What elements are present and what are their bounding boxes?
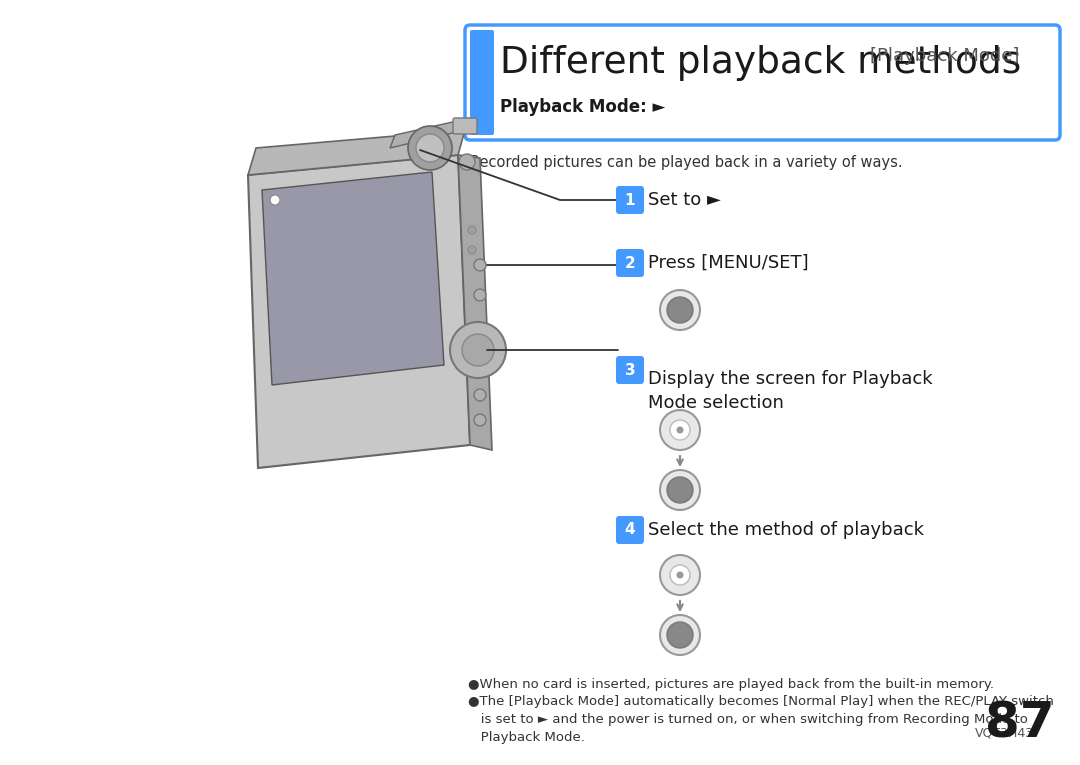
Circle shape <box>676 571 684 578</box>
Circle shape <box>474 414 486 426</box>
Text: Recorded pictures can be played back in a variety of ways.: Recorded pictures can be played back in … <box>470 155 903 170</box>
FancyBboxPatch shape <box>453 118 477 134</box>
FancyBboxPatch shape <box>616 356 644 384</box>
Circle shape <box>459 154 475 170</box>
Circle shape <box>462 334 494 366</box>
Text: Display the screen for Playback
Mode selection: Display the screen for Playback Mode sel… <box>648 370 933 412</box>
Polygon shape <box>262 172 444 385</box>
Circle shape <box>660 555 700 595</box>
Circle shape <box>416 134 444 162</box>
Circle shape <box>408 126 453 170</box>
Circle shape <box>270 195 280 205</box>
Polygon shape <box>248 155 470 468</box>
FancyBboxPatch shape <box>465 25 1059 140</box>
Text: Press [MENU/SET]: Press [MENU/SET] <box>648 254 809 272</box>
Text: 1: 1 <box>624 193 635 207</box>
Circle shape <box>468 246 476 254</box>
Text: Playback Mode: ►: Playback Mode: ► <box>500 98 665 116</box>
Polygon shape <box>248 130 465 175</box>
Circle shape <box>670 565 690 585</box>
Circle shape <box>670 420 690 440</box>
Polygon shape <box>390 118 470 148</box>
Text: ●The [Playback Mode] automatically becomes [Normal Play] when the REC/PLAY switc: ●The [Playback Mode] automatically becom… <box>468 695 1054 744</box>
FancyBboxPatch shape <box>616 516 644 544</box>
Text: 87: 87 <box>985 700 1055 748</box>
Text: Select the method of playback: Select the method of playback <box>648 521 924 539</box>
Circle shape <box>660 290 700 330</box>
Circle shape <box>667 297 693 323</box>
Text: ●When no card is inserted, pictures are played back from the built-in memory.: ●When no card is inserted, pictures are … <box>468 678 994 691</box>
Circle shape <box>660 615 700 655</box>
Circle shape <box>667 622 693 648</box>
Circle shape <box>676 427 684 434</box>
Circle shape <box>474 289 486 301</box>
Text: [Playback Mode]: [Playback Mode] <box>870 47 1020 65</box>
Text: Different playback methods: Different playback methods <box>500 45 1022 81</box>
Text: VQT3H43: VQT3H43 <box>975 727 1035 740</box>
FancyBboxPatch shape <box>616 186 644 214</box>
Circle shape <box>474 259 486 271</box>
Text: Set to ►: Set to ► <box>648 191 720 209</box>
Text: 4: 4 <box>624 522 635 538</box>
Text: 2: 2 <box>624 256 635 271</box>
Circle shape <box>468 226 476 234</box>
FancyBboxPatch shape <box>470 30 494 135</box>
Circle shape <box>474 389 486 401</box>
FancyBboxPatch shape <box>616 249 644 277</box>
Text: 3: 3 <box>624 363 635 377</box>
Circle shape <box>660 470 700 510</box>
Circle shape <box>660 410 700 450</box>
Circle shape <box>667 477 693 503</box>
Circle shape <box>450 322 507 378</box>
Polygon shape <box>458 155 492 450</box>
